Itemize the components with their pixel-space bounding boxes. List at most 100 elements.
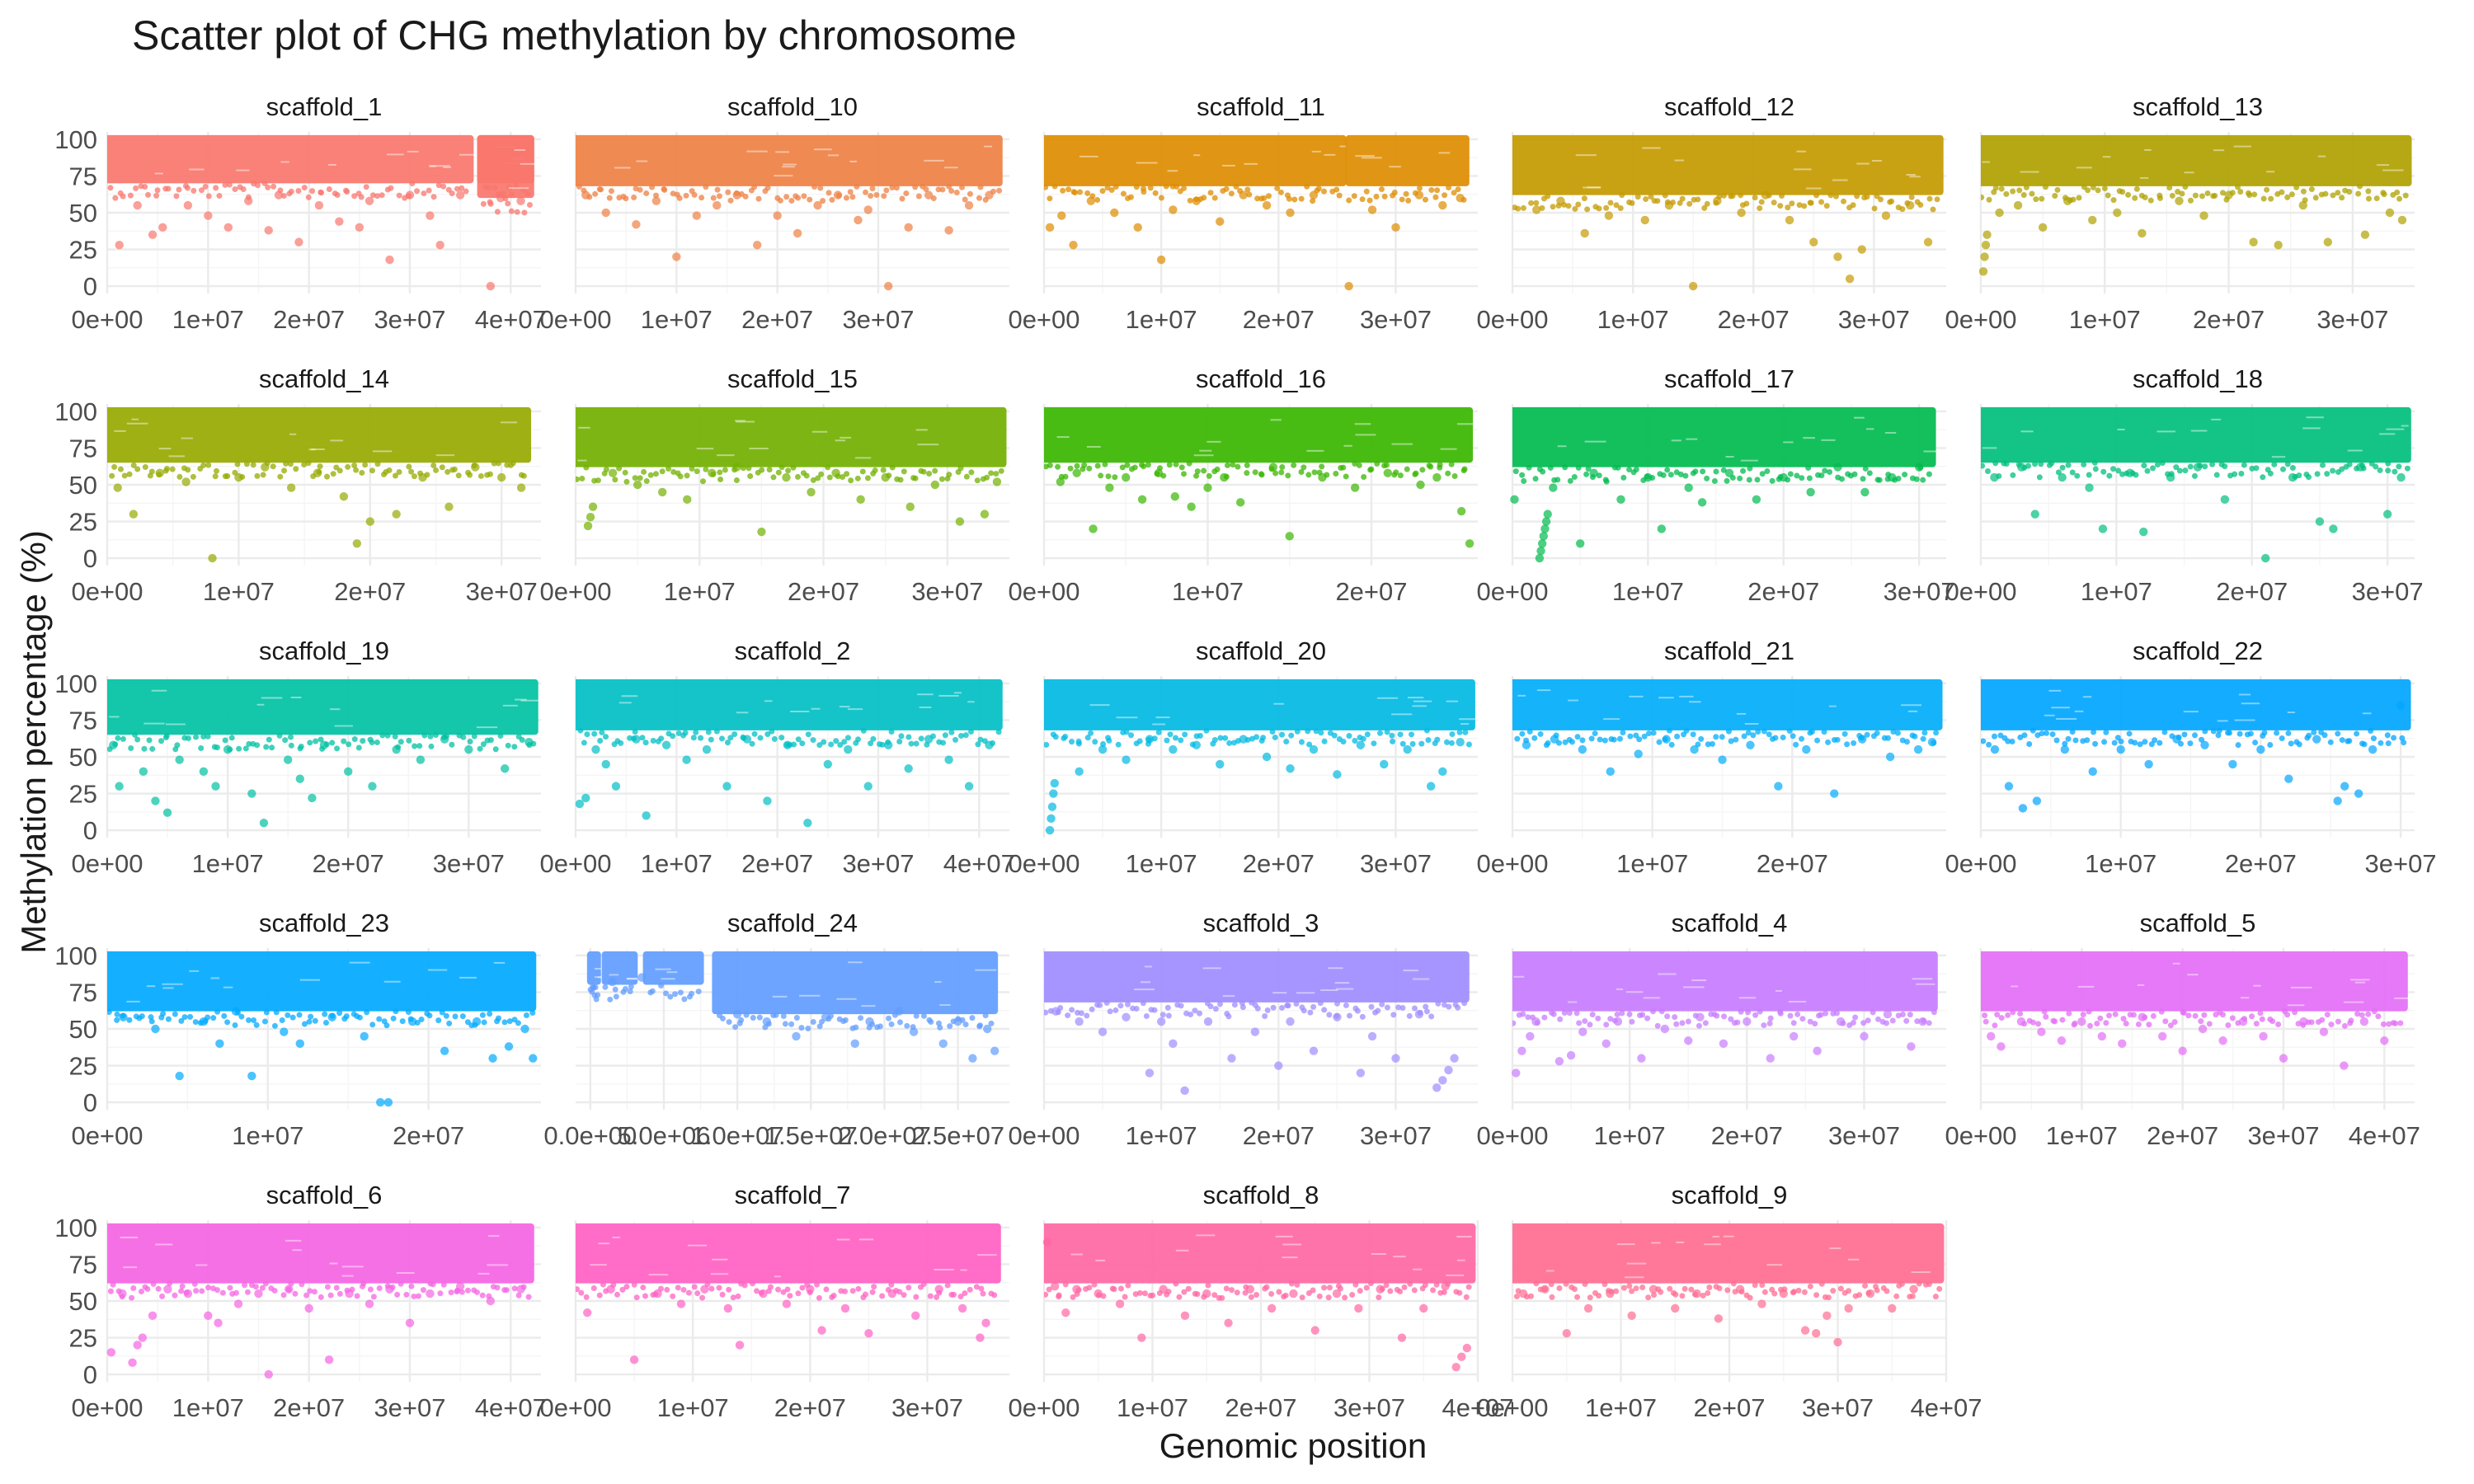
band-edge-point	[1448, 740, 1455, 746]
band-edge-point	[133, 185, 139, 191]
band-edge-point	[2062, 740, 2068, 747]
scatter-point	[1444, 1065, 1453, 1075]
band-edge-point	[2285, 730, 2292, 736]
band-edge-point	[222, 737, 228, 744]
scatter-point	[1045, 825, 1055, 835]
band-edge-point	[934, 1294, 940, 1300]
dense-band-segment	[1981, 134, 2412, 186]
band-edge-point	[680, 1286, 687, 1293]
band-edge-point	[780, 1289, 787, 1295]
band-edge-point	[1877, 196, 1884, 203]
band-edge-point	[1874, 1287, 1880, 1294]
x-tick-label: 1e+07	[1612, 577, 1684, 606]
band-edge-point	[130, 1284, 137, 1291]
y-tick-label: 100	[54, 942, 97, 970]
scatter-point	[661, 740, 671, 749]
band-edge-point	[2330, 192, 2336, 199]
scatter-point	[930, 480, 940, 490]
band-edge-point	[2335, 190, 2341, 196]
band-edge-point	[2357, 183, 2363, 190]
band-edge-point	[1512, 468, 1519, 475]
band-edge-point	[296, 1012, 303, 1018]
scatter-point	[504, 1042, 514, 1051]
band-edge-point	[172, 1011, 178, 1017]
scatter-point	[1309, 744, 1319, 754]
band-edge-point	[1771, 1290, 1778, 1297]
band-edge-point	[1288, 732, 1295, 739]
band-edge-point	[725, 189, 731, 195]
band-edge-point	[1081, 462, 1088, 468]
band-edge-point	[2162, 1018, 2169, 1025]
dense-point-band	[576, 406, 1007, 485]
scatter-point	[204, 1311, 213, 1321]
band-edge-point	[2201, 1012, 2208, 1018]
band-edge-point	[1602, 1281, 1608, 1288]
band-edge-point	[185, 735, 191, 742]
scatter-point	[1978, 267, 1988, 276]
band-edge-point	[677, 989, 684, 996]
band-edge-point	[2261, 730, 2268, 736]
scatter-point	[1540, 524, 1550, 533]
band-edge-point	[1614, 1011, 1620, 1017]
band-edge-point	[1682, 472, 1689, 479]
band-edge-point	[452, 1013, 459, 1020]
band-edge-point	[751, 730, 758, 737]
x-tick-label: 3e+07	[1360, 1121, 1432, 1150]
band-edge-point	[2354, 1011, 2361, 1017]
scatter-point	[344, 767, 353, 777]
band-edge-point	[1674, 733, 1681, 740]
scatter-point	[1239, 190, 1248, 200]
band-edge-point	[1556, 1284, 1563, 1291]
band-edge-point	[1533, 200, 1540, 206]
band-edge-point	[1823, 1010, 1829, 1017]
band-edge-point	[426, 1012, 433, 1019]
band-edge-point	[1463, 1294, 1470, 1300]
band-edge-point	[336, 1290, 343, 1297]
band-edge-point	[1395, 1004, 1402, 1011]
band-edge-point	[727, 735, 734, 741]
scatter-point	[692, 211, 701, 220]
band-edge-point	[1418, 740, 1425, 747]
facet-strip-label: scaffold_10	[727, 92, 858, 121]
x-tick-label: 0e+00	[539, 1393, 611, 1422]
band-edge-point	[142, 464, 148, 471]
band-edge-point	[977, 1022, 984, 1029]
band-edge-point	[828, 741, 835, 748]
band-edge-point	[1706, 1284, 1713, 1291]
band-edge-point	[898, 733, 905, 740]
scatter-point	[139, 767, 148, 777]
band-edge-point	[1807, 1018, 1813, 1025]
band-edge-point	[2324, 471, 2331, 477]
band-edge-point	[1787, 1012, 1794, 1019]
band-edge-point	[2025, 463, 2031, 469]
band-edge-point	[783, 194, 790, 200]
scatter-point	[1833, 252, 1842, 261]
scatter-point	[1356, 740, 1366, 749]
band-edge-point	[430, 194, 437, 200]
band-edge-point	[578, 1289, 585, 1296]
band-edge-point	[1930, 206, 1936, 213]
band-edge-point	[1895, 476, 1902, 482]
scatter-point	[1169, 205, 1178, 214]
band-edge-point	[1104, 185, 1111, 191]
scatter-point	[1554, 1057, 1564, 1066]
band-edge-point	[771, 735, 778, 742]
band-edge-point	[937, 1024, 943, 1031]
band-edge-point	[1112, 474, 1118, 481]
band-edge-point	[1069, 1007, 1075, 1013]
band-edge-point	[1425, 737, 1432, 744]
band-edge-point	[191, 1280, 198, 1287]
band-edge-point	[1065, 1012, 1071, 1019]
band-edge-point	[2380, 1021, 2387, 1027]
band-edge-point	[160, 1011, 167, 1017]
scatter-point	[199, 767, 209, 777]
band-edge-point	[1645, 1294, 1652, 1301]
band-edge-point	[1830, 1288, 1837, 1294]
band-edge-point	[1513, 1293, 1520, 1299]
band-edge-point	[330, 471, 336, 477]
scatter-point	[2060, 744, 2070, 754]
dense-band-segment	[107, 406, 532, 463]
band-edge-point	[1300, 464, 1307, 471]
